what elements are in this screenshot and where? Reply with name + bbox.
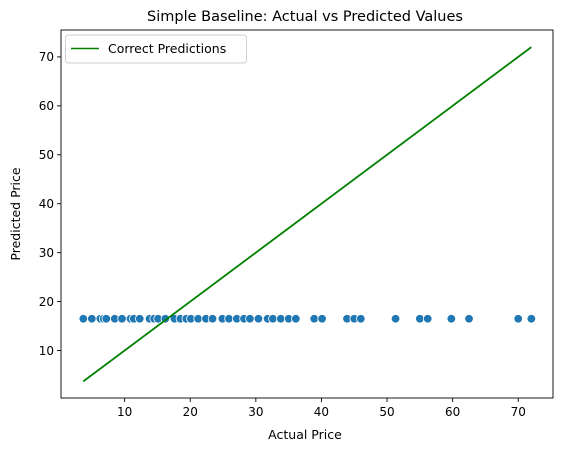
- scatter-point: [318, 314, 327, 323]
- y-tick-label: 50: [39, 148, 54, 162]
- y-tick-label: 40: [39, 197, 54, 211]
- scatter-point: [102, 314, 111, 323]
- x-tick-label: 20: [183, 405, 198, 419]
- y-tick-label: 10: [39, 344, 54, 358]
- correct-predictions-line: [83, 47, 531, 381]
- y-tick-label: 70: [39, 50, 54, 64]
- scatter-point: [416, 314, 425, 323]
- x-tick-label: 40: [314, 405, 329, 419]
- scatter-point: [527, 314, 536, 323]
- scatter-point: [135, 314, 144, 323]
- y-axis-ticks: 10 20 30 40 50 60 70: [39, 50, 61, 358]
- y-axis-label: Predicted Price: [8, 167, 23, 260]
- legend: Correct Predictions: [66, 35, 247, 63]
- scatter-point: [118, 314, 127, 323]
- plot-area: [79, 47, 536, 381]
- scatter-point: [254, 314, 263, 323]
- scatter-point: [225, 314, 234, 323]
- x-tick-label: 10: [117, 405, 132, 419]
- scatter-point: [310, 314, 319, 323]
- scatter-point: [269, 314, 278, 323]
- x-tick-label: 70: [511, 405, 526, 419]
- x-axis-label: Actual Price: [268, 427, 342, 442]
- scatter-point: [88, 314, 97, 323]
- scatter-point: [356, 314, 365, 323]
- scatter-points: [79, 314, 536, 323]
- x-tick-label: 50: [379, 405, 394, 419]
- chart-title: Simple Baseline: Actual vs Predicted Val…: [147, 9, 463, 25]
- scatter-point: [465, 314, 474, 323]
- scatter-point: [391, 314, 400, 323]
- scatter-point: [208, 314, 217, 323]
- x-axis-ticks: 10 20 30 40 50 60 70: [117, 398, 526, 419]
- scatter-point: [423, 314, 432, 323]
- y-tick-label: 20: [39, 295, 54, 309]
- scatter-point: [447, 314, 456, 323]
- scatter-point: [292, 314, 301, 323]
- y-tick-label: 60: [39, 99, 54, 113]
- reference-lines: [83, 47, 531, 381]
- scatter-point: [276, 314, 285, 323]
- scatter-point: [79, 314, 88, 323]
- y-tick-label: 30: [39, 246, 54, 260]
- x-tick-label: 30: [248, 405, 263, 419]
- x-tick-label: 60: [445, 405, 460, 419]
- scatter-point: [194, 314, 203, 323]
- scatter-point: [514, 314, 523, 323]
- legend-label: Correct Predictions: [108, 41, 226, 56]
- scatter-point: [246, 314, 255, 323]
